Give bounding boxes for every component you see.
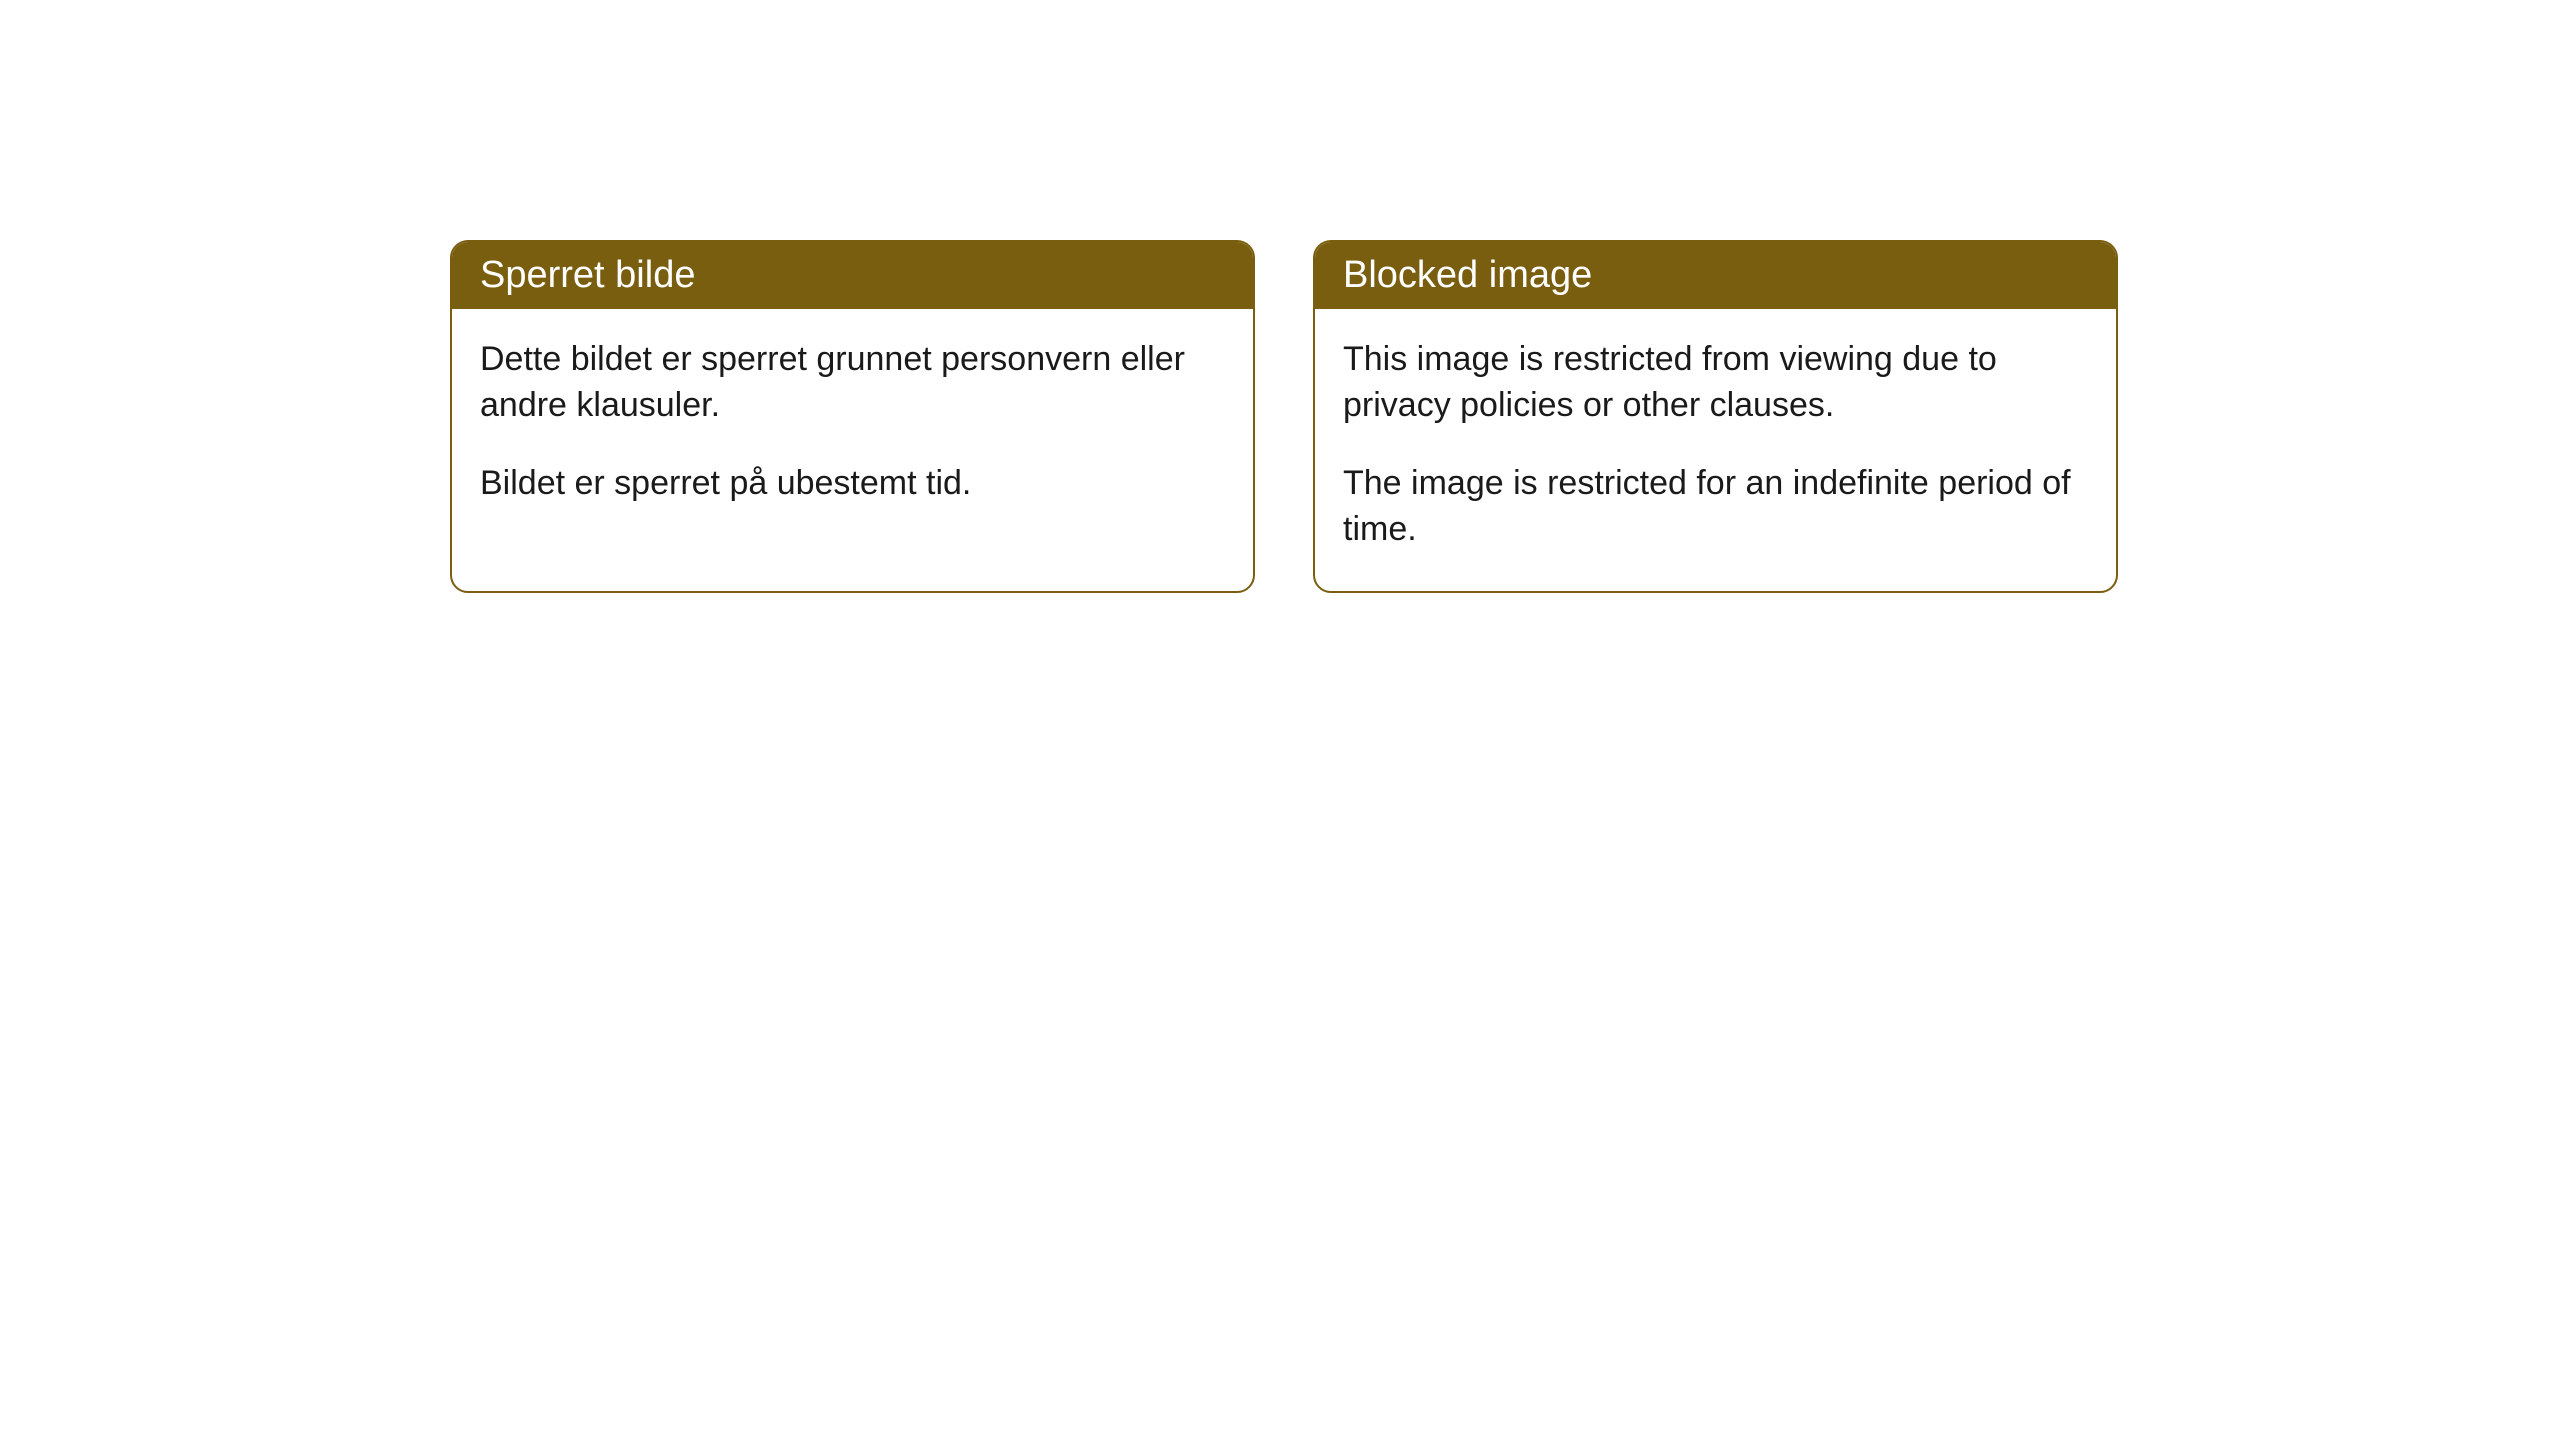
card-paragraph: Bildet er sperret på ubestemt tid.: [480, 461, 1225, 507]
card-title: Sperret bilde: [452, 242, 1253, 309]
card-body: This image is restricted from viewing du…: [1315, 309, 2116, 591]
cards-container: Sperret bilde Dette bildet er sperret gr…: [450, 240, 2118, 593]
card-paragraph: This image is restricted from viewing du…: [1343, 337, 2088, 429]
card-title: Blocked image: [1315, 242, 2116, 309]
card-paragraph: Dette bildet er sperret grunnet personve…: [480, 337, 1225, 429]
card-paragraph: The image is restricted for an indefinit…: [1343, 461, 2088, 553]
blocked-image-card-english: Blocked image This image is restricted f…: [1313, 240, 2118, 593]
blocked-image-card-norwegian: Sperret bilde Dette bildet er sperret gr…: [450, 240, 1255, 593]
card-body: Dette bildet er sperret grunnet personve…: [452, 309, 1253, 545]
